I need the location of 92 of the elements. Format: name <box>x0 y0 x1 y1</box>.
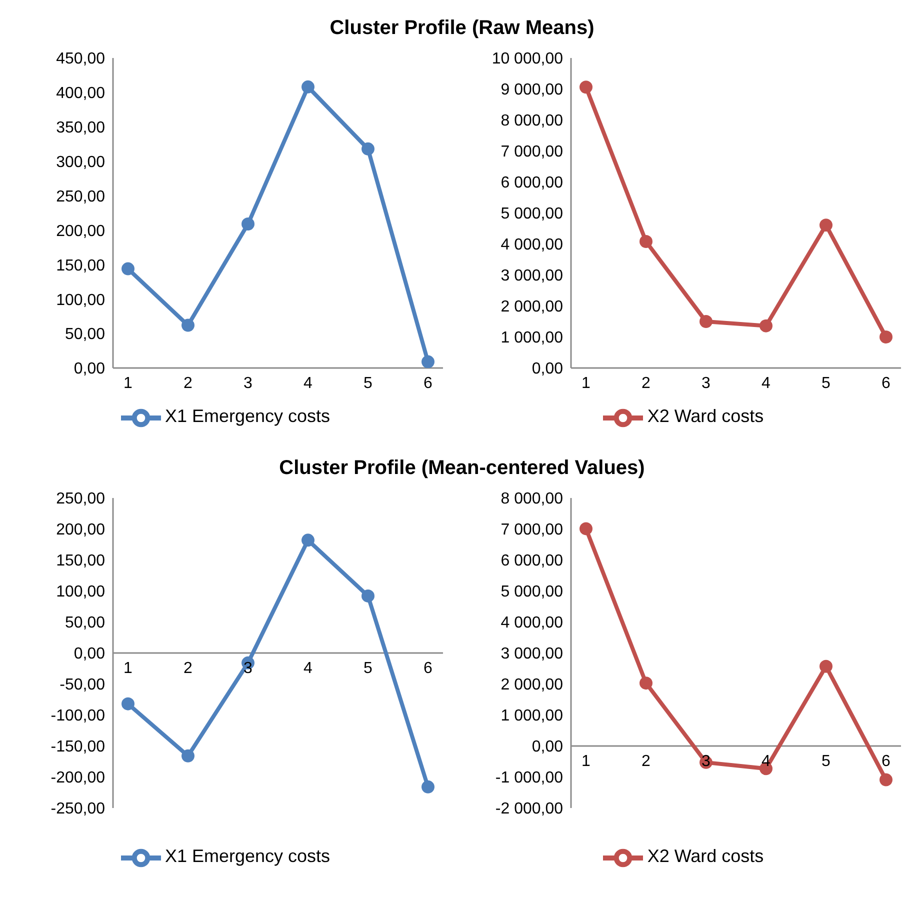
y-tick-label: -1 000,00 <box>495 770 564 787</box>
point <box>122 697 134 710</box>
x-tick-label: 5 <box>364 375 373 392</box>
point <box>302 80 314 94</box>
x-tick-label: 5 <box>364 660 373 677</box>
x-tick-label: 6 <box>882 375 891 392</box>
point <box>122 262 134 276</box>
point <box>362 589 374 602</box>
point <box>760 319 772 332</box>
y-tick-label: 50,00 <box>64 614 106 632</box>
point <box>700 315 712 328</box>
point <box>640 676 652 690</box>
x-tick-label: 4 <box>304 375 313 392</box>
y-tick-label: 450,00 <box>56 50 106 68</box>
x-tick-label: 2 <box>642 753 651 770</box>
y-tick-label: 10 000,00 <box>492 50 564 68</box>
point <box>880 330 892 344</box>
y-tick-label: 350,00 <box>56 120 106 137</box>
y-tick-label: 4 000,00 <box>500 236 564 254</box>
y-tick-label: 250,00 <box>56 188 106 206</box>
point <box>182 749 194 762</box>
x-tick-label: 5 <box>822 375 831 392</box>
x-tick-label: 5 <box>822 753 831 770</box>
y-tick-label: 400,00 <box>56 85 106 102</box>
x-tick-label: 3 <box>702 753 711 770</box>
y-tick-label: 3 000,00 <box>500 268 564 285</box>
x-tick-label: 3 <box>244 375 253 392</box>
x-tick-label: 6 <box>424 375 433 392</box>
y-tick-label: 3 000,00 <box>500 646 564 663</box>
y-tick-label: 50,00 <box>64 326 106 344</box>
point <box>182 318 194 332</box>
x-tick-label: 2 <box>642 375 651 392</box>
y-tick-label: 250,00 <box>56 490 106 508</box>
y-tick-label: 1 000,00 <box>500 330 564 347</box>
point <box>880 773 892 786</box>
y-tick-label: -100,00 <box>50 708 106 725</box>
point <box>820 660 832 673</box>
point <box>422 355 434 368</box>
y-tick-label: 2 000,00 <box>500 676 564 694</box>
x-tick-label: 1 <box>582 375 591 392</box>
x-tick-label: 6 <box>424 660 433 677</box>
y-tick-label: 8 000,00 <box>500 112 564 130</box>
point <box>820 218 832 232</box>
chart-title: Cluster Profile (Mean-centered Values) <box>279 457 645 479</box>
y-tick-label: -50,00 <box>60 676 106 694</box>
x-tick-label: 3 <box>702 375 711 392</box>
y-tick-label: 200,00 <box>56 222 106 240</box>
y-tick-label: 150,00 <box>56 552 106 570</box>
legend-label: X1 Emergency costs <box>164 846 330 866</box>
y-tick-label: 8 000,00 <box>500 490 564 508</box>
y-tick-label: 300,00 <box>56 154 106 172</box>
y-tick-label: 2 000,00 <box>500 298 564 316</box>
point <box>580 522 592 536</box>
point <box>242 218 254 231</box>
y-tick-label: 5 000,00 <box>500 584 564 601</box>
y-tick-label: 1 000,00 <box>500 708 564 725</box>
legend-label: X2 Ward costs <box>647 846 764 866</box>
y-tick-label: 7 000,00 <box>500 144 564 161</box>
x-tick-label: 2 <box>184 660 193 677</box>
y-tick-label: 0,00 <box>532 360 564 378</box>
y-tick-label: -250,00 <box>50 800 106 818</box>
legend-label: X1 Emergency costs <box>164 406 330 426</box>
y-tick-label: 100,00 <box>56 292 106 309</box>
y-tick-label: 0,00 <box>74 646 106 663</box>
y-tick-label: 200,00 <box>56 522 106 539</box>
y-tick-label: -2 000,00 <box>495 800 564 818</box>
y-tick-label: 0,00 <box>74 360 106 378</box>
chart-title: Cluster Profile (Raw Means) <box>330 17 594 39</box>
x-tick-label: 1 <box>582 753 591 770</box>
y-tick-label: 6 000,00 <box>500 174 564 192</box>
y-tick-label: 7 000,00 <box>500 522 564 539</box>
x-tick-label: 4 <box>762 375 771 392</box>
y-tick-label: 5 000,00 <box>500 206 564 223</box>
y-tick-label: -150,00 <box>50 738 106 756</box>
point <box>640 235 652 248</box>
x-tick-label: 1 <box>124 375 133 392</box>
y-tick-label: 4 000,00 <box>500 614 564 632</box>
y-tick-label: 0,00 <box>532 738 564 756</box>
x-tick-label: 6 <box>882 753 891 770</box>
point <box>362 142 374 156</box>
y-tick-label: 6 000,00 <box>500 552 564 570</box>
y-tick-label: 100,00 <box>56 584 106 601</box>
y-tick-label: 150,00 <box>56 257 106 274</box>
x-tick-label: 1 <box>124 660 133 677</box>
y-tick-label: -200,00 <box>50 770 106 787</box>
point <box>422 780 434 794</box>
y-tick-label: 9 000,00 <box>500 82 564 99</box>
x-tick-label: 4 <box>304 660 313 677</box>
point <box>580 80 592 94</box>
x-tick-label: 2 <box>184 375 193 392</box>
point <box>302 534 314 547</box>
legend-label: X2 Ward costs <box>647 406 764 426</box>
